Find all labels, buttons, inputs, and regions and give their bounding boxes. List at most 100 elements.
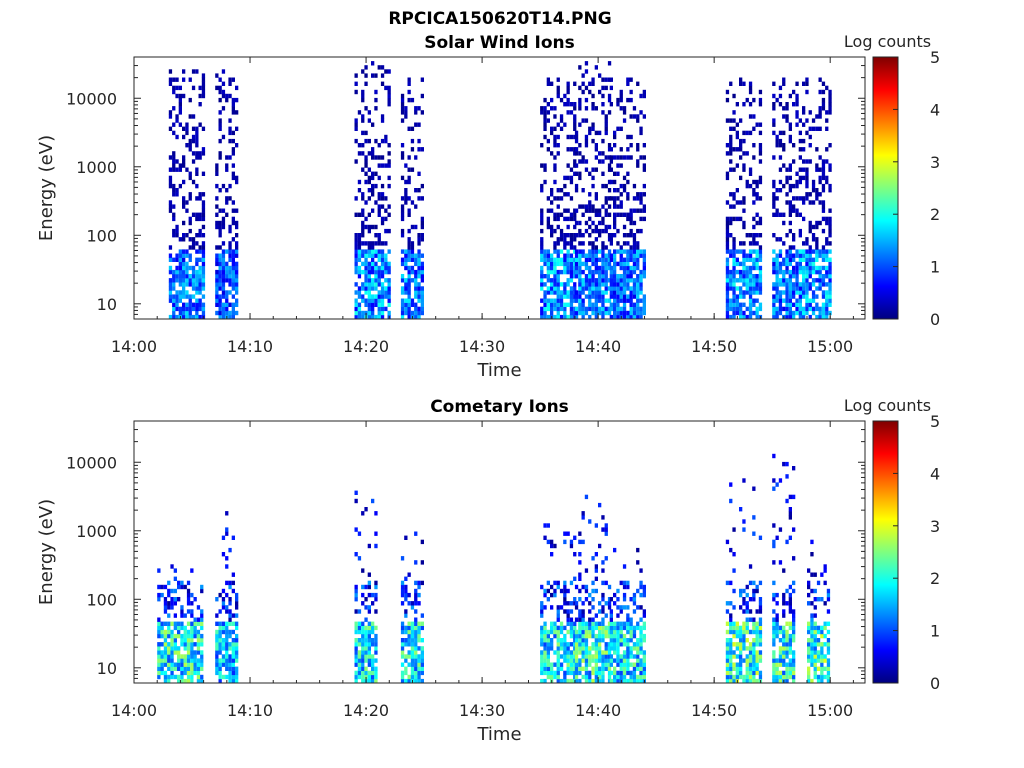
heatmap-cell <box>377 208 381 213</box>
heatmap-cell <box>553 261 557 267</box>
heatmap-cell <box>183 613 187 618</box>
heatmap-cell <box>818 265 822 271</box>
heatmap-cell <box>632 278 637 283</box>
heatmap-cell <box>636 642 640 647</box>
heatmap-cell <box>616 658 620 663</box>
heatmap-cell <box>772 670 776 676</box>
heatmap-cell <box>745 654 749 659</box>
heatmap-cell <box>729 678 733 684</box>
heatmap-cell <box>201 282 206 287</box>
heatmap-cell <box>540 228 544 234</box>
heatmap-cell <box>782 609 786 614</box>
heatmap-cell <box>553 286 557 291</box>
heatmap-cell <box>752 642 756 647</box>
heatmap-cell <box>584 143 589 148</box>
heatmap-cell <box>574 666 579 671</box>
heatmap-cell <box>218 188 222 193</box>
heatmap-cell <box>215 286 219 291</box>
heatmap-cell <box>420 77 424 82</box>
heatmap-cell <box>163 629 168 635</box>
heatmap-cell <box>387 302 391 307</box>
heatmap-cell <box>775 212 779 217</box>
heatmap-cell <box>188 298 192 303</box>
heatmap-cell <box>201 253 206 258</box>
heatmap-cell <box>225 290 229 295</box>
heatmap-cell <box>632 646 637 651</box>
heatmap-cell <box>758 642 763 647</box>
heatmap-cell <box>183 633 187 639</box>
heatmap-cell <box>581 646 585 651</box>
heatmap-cell <box>629 621 633 626</box>
heatmap-cell <box>755 249 759 254</box>
heatmap-cell <box>604 642 608 647</box>
heatmap-cell <box>190 592 194 598</box>
heatmap-cell <box>584 310 589 316</box>
heatmap-cell <box>566 642 570 647</box>
heatmap-cell <box>601 560 605 565</box>
heatmap-cell <box>573 274 577 279</box>
heatmap-cell <box>569 294 574 299</box>
y-axis-label: Energy (eV) <box>36 135 57 241</box>
heatmap-cell <box>772 638 776 643</box>
heatmap-cell <box>163 654 168 659</box>
heatmap-cell <box>775 188 779 193</box>
heatmap-cell <box>775 257 779 262</box>
heatmap-cell <box>188 314 192 320</box>
heatmap-cell <box>821 249 826 254</box>
heatmap-cell <box>594 633 598 639</box>
heatmap-cell <box>364 200 368 205</box>
heatmap-cell <box>180 666 184 671</box>
heatmap-cell <box>619 605 623 610</box>
heatmap-cell <box>735 642 739 647</box>
heatmap-cell <box>563 314 567 320</box>
heatmap-cell <box>629 314 633 320</box>
heatmap-cell <box>404 609 408 614</box>
heatmap-cell <box>374 106 378 111</box>
heatmap-cell <box>404 658 408 663</box>
heatmap-cell <box>228 257 232 262</box>
heatmap-cell <box>788 302 792 307</box>
heatmap-cell <box>815 241 819 246</box>
heatmap-cell <box>772 650 776 655</box>
heatmap-cell <box>594 192 598 197</box>
heatmap-cell <box>808 192 812 197</box>
heatmap-cell <box>607 93 612 99</box>
heatmap-cell <box>371 224 375 230</box>
heatmap-cell <box>574 257 579 262</box>
heatmap-cell <box>188 274 192 279</box>
heatmap-cell <box>748 298 753 303</box>
heatmap-cell <box>811 261 816 267</box>
heatmap-cell <box>642 89 646 95</box>
heatmap-cell <box>410 167 415 172</box>
heatmap-cell <box>752 674 756 680</box>
heatmap-cell <box>636 286 640 291</box>
heatmap-cell <box>745 151 749 156</box>
heatmap-cell <box>619 286 623 291</box>
heatmap-cell <box>553 138 557 144</box>
heatmap-cell <box>410 249 415 254</box>
heatmap-cell <box>604 224 608 230</box>
heatmap-cell <box>732 192 736 197</box>
heatmap-cell <box>367 274 371 279</box>
heatmap-cell <box>772 642 776 647</box>
heatmap-cell <box>374 73 378 78</box>
heatmap-cell <box>642 654 646 659</box>
heatmap-cell <box>758 196 763 201</box>
heatmap-cell <box>221 302 226 307</box>
heatmap-cell <box>813 654 817 659</box>
heatmap-cell <box>632 609 637 614</box>
heatmap-cell <box>553 126 557 131</box>
heatmap-cell <box>792 662 796 667</box>
heatmap-cell <box>772 654 776 659</box>
heatmap-cell <box>167 629 171 635</box>
heatmap-cell <box>566 110 570 115</box>
heatmap-cell <box>553 662 557 667</box>
heatmap-cell <box>594 261 598 267</box>
heatmap-cell <box>607 642 612 647</box>
heatmap-cell <box>588 81 592 86</box>
heatmap-cell <box>578 175 582 181</box>
heatmap-cell <box>758 216 763 222</box>
heatmap-cell <box>543 625 547 631</box>
heatmap-cell <box>188 257 192 262</box>
heatmap-cell <box>745 183 749 189</box>
